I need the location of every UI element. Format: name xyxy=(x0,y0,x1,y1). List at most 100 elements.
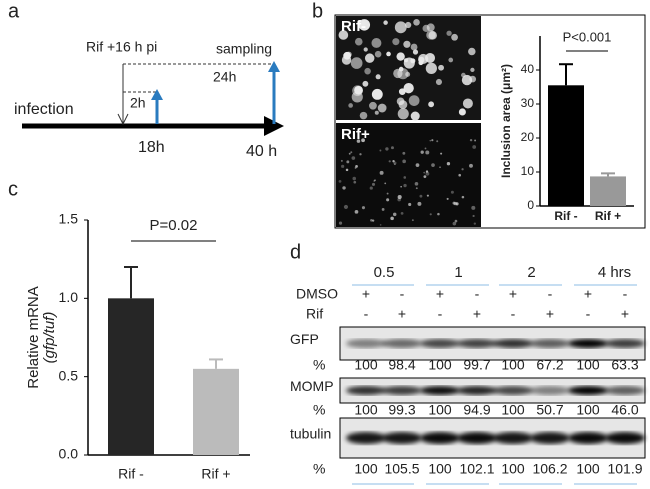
inclusion xyxy=(353,180,357,184)
inclusion xyxy=(373,180,376,182)
timepoint-label: 0.5 xyxy=(374,264,395,281)
band xyxy=(346,386,386,395)
treatment-label: Rif xyxy=(306,306,323,322)
inclusion xyxy=(468,47,476,56)
arrow-head xyxy=(268,61,280,72)
panel-label: d xyxy=(290,241,301,263)
inclusion xyxy=(472,214,475,218)
inclusion xyxy=(425,150,430,155)
percent-value: 102.1 xyxy=(459,461,494,477)
x-tick-label: Rif - xyxy=(118,466,144,482)
treatment-label: Rif +16 h pi xyxy=(86,39,157,55)
treatment-sign: + xyxy=(509,286,517,302)
treatment-sign: - xyxy=(548,286,553,302)
inclusion xyxy=(362,80,369,87)
percent-value: 100 xyxy=(576,402,600,418)
interval-label: 24h xyxy=(213,69,236,85)
bar xyxy=(590,176,626,206)
inclusion xyxy=(385,147,389,151)
percent-value: 99.3 xyxy=(388,402,415,418)
inclusion xyxy=(429,213,432,216)
inclusion xyxy=(448,57,454,63)
treatment-sign: - xyxy=(400,286,405,302)
band xyxy=(493,339,533,348)
image-label: Rif- xyxy=(341,18,366,35)
percent-label: % xyxy=(313,402,325,418)
treatment-sign: - xyxy=(623,286,628,302)
inclusion xyxy=(394,21,407,34)
percent-value: 101.9 xyxy=(607,461,642,477)
time-label: 40 h xyxy=(246,143,277,160)
blot-label: tubulin xyxy=(290,426,331,442)
panel-a: a Rif +16 h pi sampling 24h 2h infection… xyxy=(8,0,284,160)
inclusion xyxy=(377,103,387,113)
bar xyxy=(108,298,154,455)
inclusion xyxy=(361,206,366,210)
inclusion xyxy=(452,221,457,226)
micrograph xyxy=(336,123,481,227)
inclusion xyxy=(397,194,402,200)
treatment-sign: + xyxy=(546,306,554,322)
inclusion xyxy=(359,111,368,120)
bar xyxy=(548,85,584,206)
band xyxy=(457,386,497,395)
inclusion xyxy=(384,182,387,185)
inclusion xyxy=(415,163,420,167)
image-label: Rif+ xyxy=(341,126,370,143)
y-tick-label: 40 xyxy=(521,62,535,76)
treatment-sign: - xyxy=(511,306,516,322)
panel-label: a xyxy=(8,0,20,22)
y-axis-label: (gfp/tuf) xyxy=(41,312,58,364)
inclusion xyxy=(359,153,362,156)
inclusion xyxy=(446,162,451,166)
time-label: 18h xyxy=(138,139,165,156)
infection-label: infection xyxy=(14,101,74,118)
interval-label: 2h xyxy=(130,95,146,111)
percent-value: 46.0 xyxy=(611,402,638,418)
inclusion xyxy=(351,156,356,160)
inclusion xyxy=(397,68,409,80)
inclusion xyxy=(403,40,411,48)
inclusion xyxy=(390,146,394,150)
blot-label: MOMP xyxy=(290,378,334,394)
band xyxy=(457,432,497,444)
band xyxy=(568,432,608,444)
annotation: P<0.001 xyxy=(563,29,612,44)
inclusion xyxy=(426,30,436,40)
band xyxy=(346,432,386,444)
inclusion xyxy=(397,108,409,120)
inclusion xyxy=(381,208,385,211)
inclusion xyxy=(364,67,371,75)
inclusion xyxy=(371,37,382,48)
inclusion xyxy=(423,175,427,179)
inclusion xyxy=(415,187,418,190)
inclusion xyxy=(469,163,473,168)
percent-value: 67.2 xyxy=(536,357,563,373)
band xyxy=(605,339,645,348)
inclusion xyxy=(420,150,424,154)
inclusion xyxy=(397,197,401,202)
y-tick-label: 0 xyxy=(527,198,534,212)
treatment-label: DMSO xyxy=(296,286,338,302)
inclusion xyxy=(361,138,365,143)
percent-value: 63.3 xyxy=(611,357,638,373)
inclusion xyxy=(392,160,395,163)
inclusion xyxy=(408,95,420,106)
inclusion xyxy=(345,168,349,172)
inclusion xyxy=(352,176,357,181)
inclusion xyxy=(450,190,454,194)
panel-label: c xyxy=(8,178,18,200)
inclusion xyxy=(428,101,435,108)
inclusion xyxy=(458,108,466,116)
inclusion xyxy=(403,57,415,69)
band xyxy=(493,432,533,444)
inclusion xyxy=(412,49,419,55)
y-tick-label: 20 xyxy=(521,130,535,144)
inclusion xyxy=(410,43,418,51)
treatment-sign: + xyxy=(584,286,592,302)
band xyxy=(382,386,422,395)
inclusion xyxy=(379,170,384,175)
inclusion xyxy=(374,179,376,182)
treatment-sign: - xyxy=(586,306,591,322)
inclusion xyxy=(425,170,429,173)
